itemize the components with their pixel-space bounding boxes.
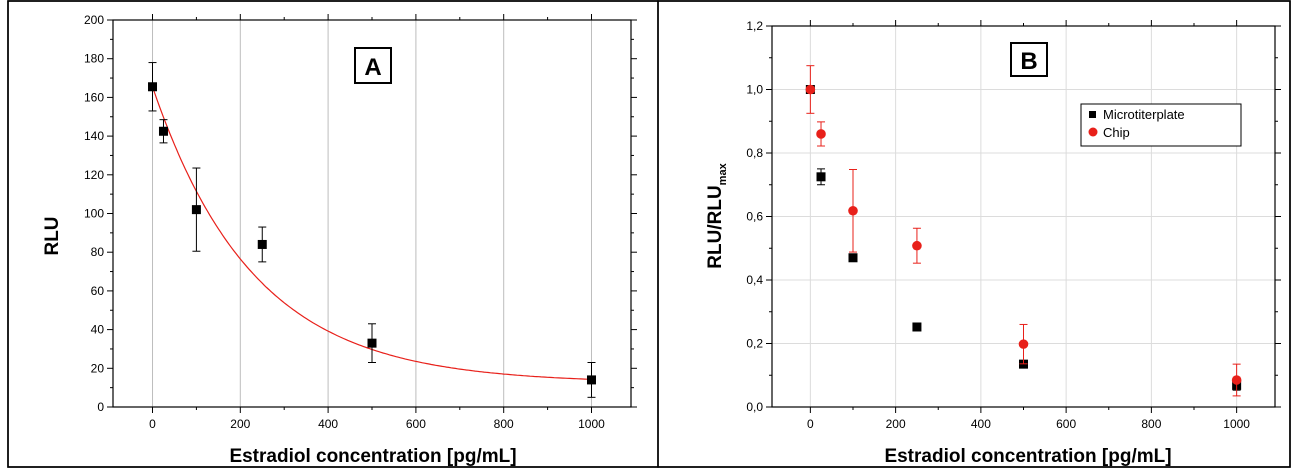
panel-a-data-point-square xyxy=(367,338,377,348)
panel-b-x-tick-label-0: 0 xyxy=(807,417,814,431)
panel-a-data-point-square xyxy=(158,126,168,136)
legend-label-chip: Chip xyxy=(1103,125,1130,140)
panel-b-y-axis-label: RLU/RLUmax xyxy=(705,162,729,268)
panel-b-y-tick-label-6: 1,2 xyxy=(746,19,763,33)
panel-a-y-tick-label-8: 160 xyxy=(84,90,104,104)
panel-b-letter: B xyxy=(1020,48,1037,75)
panel-a-y-tick-label-1: 20 xyxy=(91,361,105,375)
panel-b-y-tick-label-2: 0,4 xyxy=(746,273,763,287)
panel-b-x-tick-label-2: 400 xyxy=(971,417,991,431)
panel-a-y-axis-label: RLU xyxy=(42,216,63,255)
panel-a-x-tick-label-1: 200 xyxy=(230,417,250,431)
panel-b-axes: 0 200 400 600 800 1000 0,0 0,2 0,4 0,6 0,8 1,0 1,2 xyxy=(746,19,1281,431)
panel-b-legend: Microtiterplate Chip xyxy=(1080,103,1242,147)
panel-b-data-point-circle xyxy=(1018,339,1029,349)
panel-a-y-tick-label-7: 140 xyxy=(84,129,104,143)
panel-a-y-tick-label-0: 0 xyxy=(97,400,104,414)
panel-b-data-point-square xyxy=(912,322,922,332)
panel-a-y-tick-label-6: 120 xyxy=(84,168,104,182)
panel-a-grid xyxy=(152,20,592,407)
panel-b-y-axis-label-main: RLU/RLU xyxy=(705,185,726,268)
panel-b-x-axis-label: Estradiol concentration [pg/mL] xyxy=(884,446,1171,467)
chart-panel-a: 0 200 400 600 800 1000 0 20 40 60 80 100 120 140 160 18… xyxy=(7,0,659,468)
panel-a-y-tick-label-5: 100 xyxy=(84,207,104,221)
panel-b-border xyxy=(657,0,1291,468)
panel-a-y-tick-label-10: 200 xyxy=(84,13,104,27)
chart-panel-b: 0 200 400 600 800 1000 0,0 0,2 0,4 0,6 0,8 1,0 1,2 B… xyxy=(657,0,1291,468)
panel-b-data-point-circle xyxy=(816,129,826,139)
panel-a-y-tick-label-2: 40 xyxy=(91,323,105,337)
panel-a-x-tick-label-3: 600 xyxy=(406,417,426,431)
panel-a-points xyxy=(148,62,596,398)
panel-b-data-point-square xyxy=(848,253,858,263)
panel-b-y-tick-label-1: 0,2 xyxy=(746,337,763,351)
panel-a-y-tick-label-9: 180 xyxy=(84,52,104,66)
panel-a-y-tick-label-4: 80 xyxy=(91,245,105,259)
panel-a-letter: A xyxy=(364,54,381,81)
panel-b-letter-box: B xyxy=(1010,42,1048,77)
panel-b-data-point-circle xyxy=(1231,375,1242,385)
panel-a-data-point-square xyxy=(191,205,201,215)
panel-a-data-point-square xyxy=(148,82,158,92)
panel-a-x-axis-label: Estradiol concentration [pg/mL] xyxy=(229,446,516,467)
panel-a-letter-box: A xyxy=(354,47,392,84)
legend-label-microtiterplate: Microtiterplate xyxy=(1103,107,1185,122)
panel-b-x-tick-label-3: 600 xyxy=(1056,417,1076,431)
panel-b-y-tick-label-4: 0,8 xyxy=(746,146,763,160)
panel-b-y-axis-label-sub: max xyxy=(717,162,729,185)
panel-b-y-tick-label-0: 0,0 xyxy=(746,400,763,414)
panel-a-x-tick-label-0: 0 xyxy=(149,417,156,431)
legend-marker-chip xyxy=(1088,127,1098,137)
panel-b-data-point-square xyxy=(816,172,826,182)
panel-b-y-tick-label-5: 1,0 xyxy=(746,83,763,97)
figure-frame xyxy=(7,0,1291,468)
panel-b-data-point-circle xyxy=(848,205,858,216)
panel-a-axes: 0 200 400 600 800 1000 0 20 40 60 80 100 120 140 160 18… xyxy=(84,13,637,431)
panel-a-border xyxy=(7,0,659,468)
panel-a-data-point-square xyxy=(586,375,596,385)
legend-marker-microtiterplate xyxy=(1089,111,1096,118)
panel-b-data-point-circle xyxy=(912,240,922,251)
panel-a-x-tick-label-2: 400 xyxy=(318,417,338,431)
panel-b-x-tick-label-4: 800 xyxy=(1141,417,1161,431)
panel-b-x-tick-label-5: 1000 xyxy=(1223,417,1250,431)
panel-a-x-tick-label-5: 1000 xyxy=(578,417,605,431)
panel-a-x-tick-label-4: 800 xyxy=(494,417,514,431)
panel-b-data-point-circle xyxy=(805,84,816,95)
panel-a-y-tick-label-3: 60 xyxy=(91,284,105,298)
panel-b-x-tick-label-1: 200 xyxy=(886,417,906,431)
panel-a-data-point-square xyxy=(257,239,267,249)
legend-box xyxy=(1080,103,1242,147)
panel-b-points xyxy=(805,65,1242,397)
panel-b-y-tick-label-3: 0,6 xyxy=(746,210,763,224)
